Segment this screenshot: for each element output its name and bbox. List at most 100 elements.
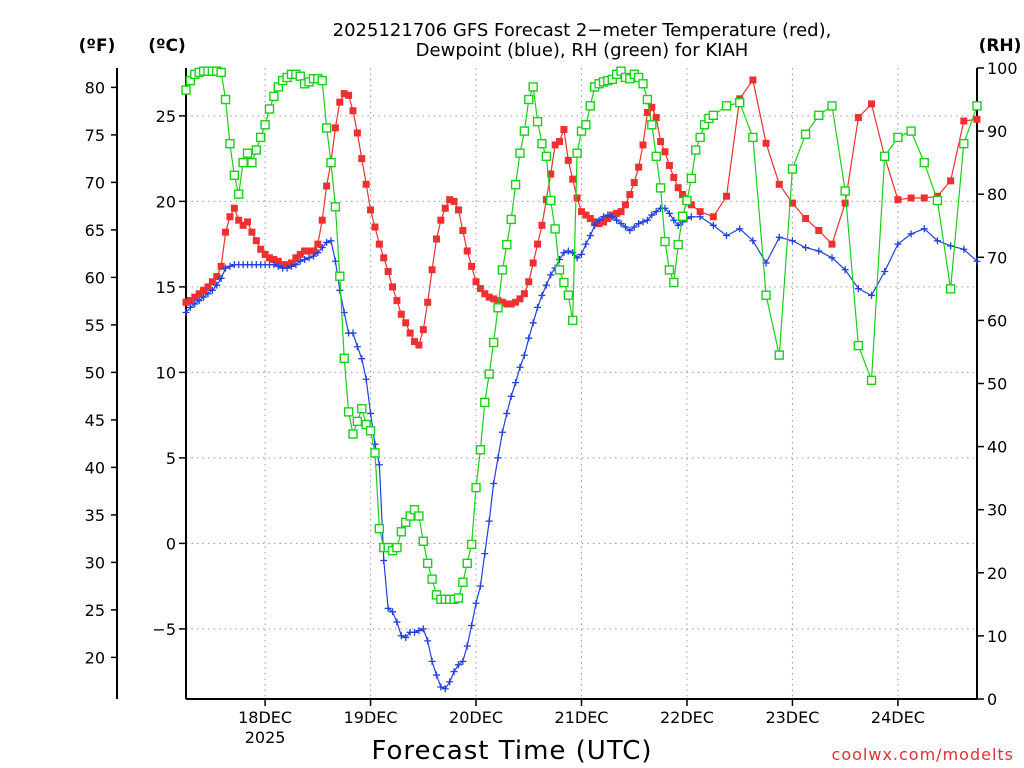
temperature-point — [397, 310, 405, 318]
rh-point — [642, 94, 653, 105]
temperature-point — [213, 273, 221, 281]
time-tick-label: 21DEC — [555, 708, 609, 727]
temperature-point — [353, 129, 361, 137]
dewpoint-point — [476, 582, 484, 590]
temperature-point — [384, 267, 392, 275]
dewpoint-point — [393, 618, 401, 626]
temperature-point — [367, 206, 375, 214]
temperature-point — [894, 196, 902, 204]
time-tick-label: 22DEC — [660, 708, 714, 727]
dewpoint-point — [591, 221, 599, 229]
dewpoint-point — [314, 249, 322, 257]
rh-point — [370, 448, 380, 458]
rh-point — [691, 145, 701, 155]
rh-point — [647, 120, 657, 130]
dewpoint-point — [643, 216, 651, 224]
temperature-point — [446, 196, 454, 204]
dewpoint-point — [402, 633, 410, 641]
temperature-point — [749, 76, 757, 84]
dewpoint-point — [854, 285, 862, 293]
rh-point — [827, 101, 837, 111]
celsius-tick-label: 20 — [156, 192, 176, 211]
temperature-point — [230, 204, 238, 212]
temperature-point — [679, 191, 687, 199]
temperature-point — [476, 285, 484, 293]
rh-point — [422, 558, 433, 569]
rh-point — [260, 120, 270, 130]
temperature-point — [292, 254, 300, 262]
dewpoint-point — [191, 300, 199, 308]
rh-point — [343, 407, 354, 417]
temperature-point — [437, 216, 445, 224]
celsius-tick-label: 0 — [166, 534, 176, 553]
dewpoint-point — [604, 211, 612, 219]
dewpoint-point — [384, 604, 392, 612]
rh-point — [418, 536, 428, 546]
dewpoint-point — [538, 291, 546, 299]
rh-point — [519, 126, 530, 136]
rh-point — [686, 173, 697, 184]
temperature-point — [503, 300, 511, 308]
temperature-point — [415, 341, 423, 349]
dewpoint-point — [802, 244, 810, 252]
rh-point — [673, 239, 683, 250]
temperature-point — [802, 214, 810, 222]
rh-point — [220, 94, 231, 105]
rh-point — [682, 195, 692, 206]
rh-point — [708, 110, 719, 121]
rh-point — [932, 195, 943, 206]
temperature-point — [358, 155, 366, 163]
temperature-point — [525, 278, 533, 286]
celsius-tick-label: 5 — [166, 449, 176, 468]
dewpoint-point — [283, 264, 291, 272]
dewpoint-point — [287, 262, 295, 270]
rh-point — [510, 180, 521, 190]
dewpoint-point — [507, 392, 515, 400]
rh-point — [664, 265, 675, 275]
dewpoint-point — [947, 242, 955, 250]
dewpoint-point — [907, 230, 915, 238]
temperature-point — [586, 214, 594, 222]
dewpoint-point — [454, 661, 462, 669]
temperature-point — [498, 298, 506, 306]
temperature-point — [723, 192, 731, 200]
rh-tick-label: 20 — [987, 564, 1007, 583]
temperature-point — [450, 197, 458, 205]
celsius-tick-label: 25 — [156, 107, 176, 126]
rh-point — [660, 236, 670, 247]
rh-point — [488, 337, 499, 348]
rh-point — [585, 101, 595, 111]
grid-lines — [186, 68, 977, 699]
temperature-point — [459, 226, 467, 234]
celsius-tick-label: 10 — [156, 363, 176, 382]
dewpoint-point — [828, 254, 836, 262]
dewpoint-point — [582, 240, 590, 248]
rh-point — [524, 94, 534, 105]
fahrenheit-tick-label: 70 — [85, 173, 105, 192]
temperature-point — [907, 194, 915, 202]
rh-point — [515, 148, 525, 158]
temperature-point — [265, 254, 273, 262]
rh-point — [893, 132, 903, 143]
rh-series — [181, 66, 982, 605]
temperature-point — [652, 114, 660, 122]
temperature-point — [441, 204, 449, 212]
rh-point — [537, 139, 547, 149]
temperature-point — [362, 180, 370, 188]
data-series — [181, 66, 982, 693]
temperature-point — [551, 141, 559, 149]
rh-point — [365, 426, 376, 436]
dewpoint-point — [331, 257, 339, 265]
dewpoint-point — [560, 249, 568, 257]
rh-point — [458, 577, 468, 587]
dewpoint-point — [648, 211, 656, 219]
temperature-point — [947, 177, 955, 185]
temperature-point — [309, 247, 317, 255]
rh-tick-label: 0 — [987, 690, 997, 709]
temperature-point — [186, 297, 194, 305]
rh-point — [563, 290, 574, 300]
dewpoint-point — [208, 286, 216, 294]
temperature-point — [340, 90, 348, 98]
rh-point — [480, 397, 490, 408]
fahrenheit-tick-label: 50 — [85, 363, 105, 382]
